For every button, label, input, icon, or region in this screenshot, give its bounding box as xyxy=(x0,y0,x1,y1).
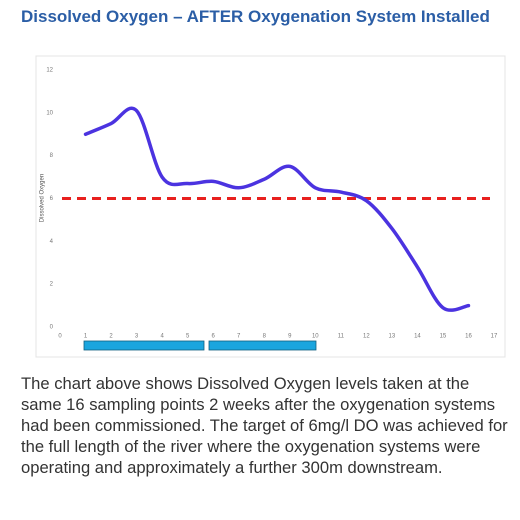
x-tick-label: 11 xyxy=(338,334,345,340)
section-bar xyxy=(208,340,317,351)
y-tick-label: 4 xyxy=(50,239,54,245)
x-tick-label: 15 xyxy=(440,334,447,340)
x-tick-label: 17 xyxy=(491,334,498,340)
section-bar xyxy=(83,340,205,351)
x-tick-label: 14 xyxy=(414,334,421,340)
y-tick-label: 0 xyxy=(50,325,54,331)
y-tick-label: 12 xyxy=(46,68,53,74)
x-tick-label: 0 xyxy=(58,334,62,340)
y-tick-label: 8 xyxy=(50,153,54,159)
x-tick-label: 9 xyxy=(288,334,292,340)
heading: Dissolved Oxygen – AFTER Oxygenation Sys… xyxy=(21,7,490,26)
x-tick-label: 6 xyxy=(212,334,216,340)
x-tick-label: 16 xyxy=(465,334,472,340)
y-axis-label: Dissolved Oxygen xyxy=(40,174,46,222)
y-tick-label: 2 xyxy=(50,282,54,288)
y-tick-label: 6 xyxy=(50,196,54,202)
x-tick-label: 2 xyxy=(109,334,113,340)
y-tick-label: 10 xyxy=(46,110,53,116)
x-tick-label: 12 xyxy=(363,334,370,340)
x-tick-label: 13 xyxy=(389,334,396,340)
paragraph: The chart above shows Dissolved Oxygen l… xyxy=(21,374,508,477)
x-tick-label: 8 xyxy=(263,334,267,340)
x-tick-label: 7 xyxy=(237,334,241,340)
data-line xyxy=(83,106,471,312)
x-tick-label: 10 xyxy=(312,334,319,340)
x-tick-label: 4 xyxy=(160,334,164,340)
x-tick-label: 5 xyxy=(186,334,190,340)
x-tick-label: 1 xyxy=(84,334,88,340)
x-tick-label: 3 xyxy=(135,334,139,340)
chart-frame xyxy=(35,55,506,358)
